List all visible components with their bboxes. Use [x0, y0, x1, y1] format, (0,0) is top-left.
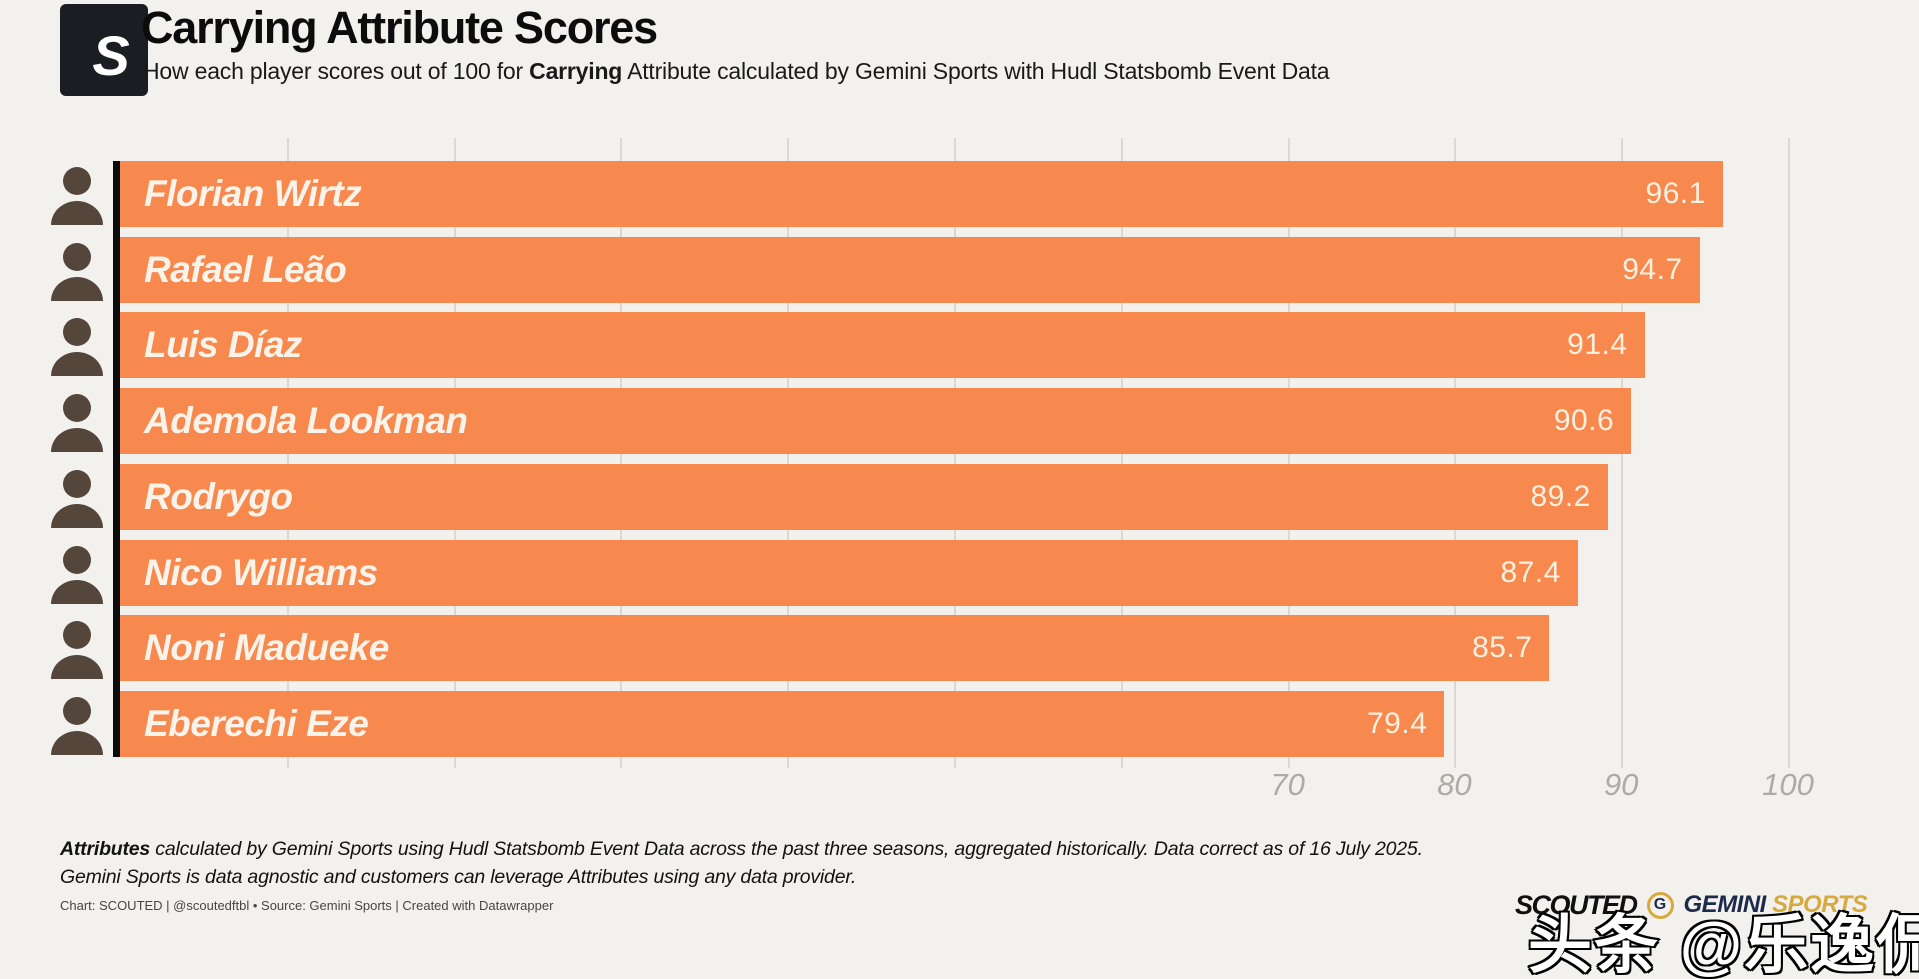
player-avatar: [51, 545, 103, 604]
bar-row: Nico Williams 87.4: [51, 539, 1913, 606]
bar-value-label: 89.2: [1530, 479, 1591, 513]
player-name-label: Rodrygo: [144, 475, 293, 517]
bar-value-label: 90.6: [1553, 404, 1615, 438]
gemini-word: GEMINI: [1683, 891, 1767, 918]
player-avatar: [51, 696, 103, 755]
bar-value-label: 85.7: [1472, 631, 1533, 665]
bar-row: Florian Wirtz 96.1: [51, 161, 1913, 227]
bar-row: Rodrygo 89.2: [51, 463, 1913, 530]
bar-chart: Florian Wirtz 96.1 Rafael Leão 94.7 Luis Día…: [51, 138, 1913, 802]
toutiao-watermark: 头条 @乐逸侃球: [1526, 908, 1919, 979]
player-name-label: Nico Williams: [144, 551, 378, 593]
bar-nico-williams: Nico Williams 87.4: [120, 539, 1578, 606]
bar-value-label: 94.7: [1622, 252, 1683, 286]
subtitle-text-suffix: Attribute calculated by Gemini Sports wi…: [622, 58, 1330, 84]
bar-luis-d-az: Luis Díaz 91.4: [120, 312, 1645, 379]
player-avatar: [51, 167, 103, 225]
bar-row: Eberechi Eze 79.4: [51, 690, 1913, 757]
x-tick-label-90: 90: [1603, 767, 1639, 802]
bar-rodrygo: Rodrygo 89.2: [120, 463, 1608, 530]
footnote-text: calculated by Gemini Sports using Hudl S…: [150, 838, 1423, 860]
gemini-sports-wordmark: GEMINI SPORTS: [1684, 891, 1868, 919]
bar-value-label: 96.1: [1645, 177, 1706, 210]
gridline-100: [1788, 138, 1790, 768]
bar-eberechi-eze: Eberechi Eze 79.4: [120, 690, 1445, 757]
x-tick-label-80: 80: [1437, 767, 1472, 802]
player-avatar: [51, 318, 103, 377]
player-name-label: Ademola Lookman: [144, 400, 468, 442]
bar-noni-madueke: Noni Madueke 85.7: [120, 615, 1550, 682]
y-axis-line: [113, 161, 120, 757]
bar-value-label: 91.4: [1567, 328, 1628, 362]
bar-row: Ademola Lookman 90.6: [51, 388, 1913, 455]
page-title: Carrying Attribute Scores: [141, 2, 658, 53]
bar-value-label: 87.4: [1500, 555, 1561, 589]
player-avatar: [51, 621, 103, 680]
subtitle-bold-word: Carrying: [529, 58, 623, 84]
bar-row: Rafael Leão 94.7: [51, 236, 1913, 303]
gemini-sports-icon: G: [1646, 891, 1674, 919]
player-name-label: Eberechi Eze: [144, 702, 369, 744]
bar-value-label: 79.4: [1367, 706, 1428, 740]
player-name-label: Luis Díaz: [144, 324, 302, 366]
player-avatar: [51, 469, 103, 528]
x-tick-label-100: 100: [1762, 767, 1814, 802]
footnote-bold-word: Attributes: [60, 838, 151, 860]
bar-ademola-lookman: Ademola Lookman 90.6: [120, 388, 1632, 455]
bar-rafael-le-o: Rafael Leão 94.7: [120, 236, 1700, 303]
bar-row: Noni Madueke 85.7: [51, 615, 1913, 682]
subtitle-text: How each player scores out of 100 for: [143, 58, 530, 84]
scouted-wordmark: SCOUTED: [1515, 889, 1638, 920]
player-avatar: [51, 242, 103, 301]
player-name-label: Rafael Leão: [144, 248, 347, 290]
sports-word: SPORTS: [1772, 891, 1868, 918]
footnote-line-1: Attributes calculated by Gemini Sports u…: [60, 838, 1423, 861]
x-tick-label-70: 70: [1270, 767, 1305, 802]
chart-credit-line: Chart: SCOUTED | @scoutedftbl • Source: …: [60, 898, 554, 913]
bar-row: Luis Díaz 91.4: [51, 312, 1913, 379]
player-name-label: Noni Madueke: [144, 627, 389, 669]
player-name-label: Florian Wirtz: [144, 173, 362, 214]
scouted-logo: S: [60, 4, 148, 96]
branding-row: SCOUTED G GEMINI SPORTS: [1515, 888, 1868, 922]
player-avatar: [51, 394, 103, 453]
footnote-line-2: Gemini Sports is data agnostic and custo…: [60, 866, 857, 888]
scouted-logo-letter: S: [92, 23, 130, 87]
page-subtitle: How each player scores out of 100 for Ca…: [143, 58, 1330, 85]
bar-florian-wirtz: Florian Wirtz 96.1: [120, 161, 1723, 227]
